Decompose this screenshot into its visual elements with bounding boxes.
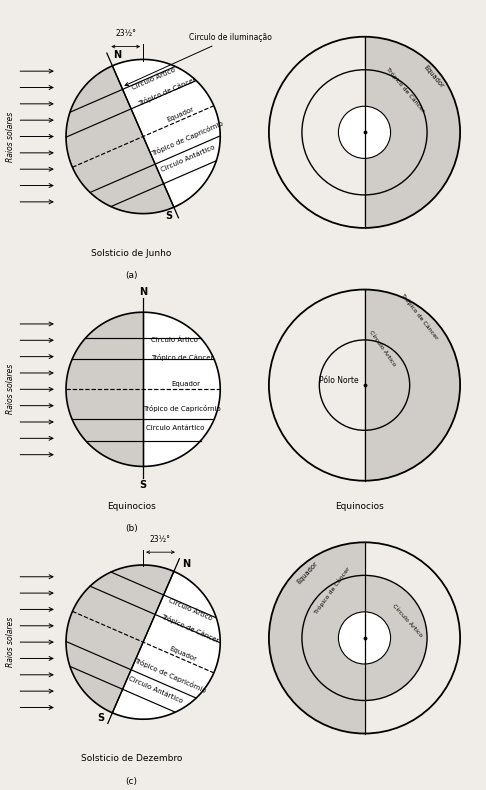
Text: Trópico de Câncer: Trópico de Câncer	[385, 66, 425, 113]
Text: Equador: Equador	[422, 64, 445, 89]
Polygon shape	[66, 312, 220, 466]
Polygon shape	[364, 575, 427, 701]
Text: Raios solares: Raios solares	[6, 111, 15, 162]
Text: Trópico de Capricórnio: Trópico de Capricórnio	[151, 120, 225, 157]
Text: S: S	[165, 211, 173, 221]
Text: (a): (a)	[125, 271, 138, 280]
Text: (c): (c)	[125, 777, 137, 785]
Text: N: N	[139, 287, 147, 297]
Text: Raios solares: Raios solares	[6, 617, 15, 668]
Polygon shape	[66, 66, 174, 213]
Text: Circulo Ártico: Circulo Ártico	[131, 66, 176, 91]
Text: S: S	[139, 480, 147, 490]
Text: Equinocios: Equinocios	[107, 502, 156, 510]
Polygon shape	[66, 312, 143, 466]
Text: Raios solares: Raios solares	[6, 364, 15, 415]
Text: Circulo Ártico: Circulo Ártico	[168, 596, 214, 622]
Text: Equador: Equador	[169, 645, 198, 662]
Text: 23½°: 23½°	[115, 29, 136, 38]
Text: Circulo Antártico: Circulo Antártico	[128, 675, 184, 704]
Circle shape	[338, 106, 391, 159]
Text: Equador: Equador	[171, 381, 200, 387]
Polygon shape	[66, 565, 220, 719]
Text: Trópico de Câncer: Trópico de Câncer	[400, 292, 439, 340]
Text: Trópico de Câncer: Trópico de Câncer	[138, 76, 197, 107]
Text: S: S	[98, 713, 104, 723]
Text: Equador: Equador	[166, 106, 195, 123]
Text: Circulo Antártico: Circulo Antártico	[160, 145, 216, 173]
Text: Circulo Antártico: Circulo Antártico	[145, 424, 204, 431]
Polygon shape	[364, 289, 460, 480]
Text: Trópico de Câncer: Trópico de Câncer	[151, 354, 213, 361]
Polygon shape	[364, 36, 460, 228]
Polygon shape	[66, 59, 220, 213]
Text: Círculo Ártico: Círculo Ártico	[368, 329, 397, 367]
Text: N: N	[182, 559, 191, 570]
Text: Circulo de iluminação: Circulo de iluminação	[125, 33, 272, 85]
Text: Equinocios: Equinocios	[335, 502, 384, 510]
Text: (b): (b)	[125, 524, 138, 532]
Text: Trópico de Capricórnio: Trópico de Capricórnio	[133, 656, 207, 694]
Text: 23½°: 23½°	[150, 535, 171, 544]
Text: Solsticio de Junho: Solsticio de Junho	[91, 249, 172, 258]
Text: Trópico de Capricórnio: Trópico de Capricórnio	[143, 405, 221, 412]
Text: Trópico de Câncer: Trópico de Câncer	[313, 566, 351, 615]
Text: Trópico de Câncer: Trópico de Câncer	[160, 613, 221, 644]
Text: Pólo Norte: Pólo Norte	[319, 376, 358, 386]
Text: Circulo Ártico: Circulo Ártico	[151, 337, 198, 343]
Text: Equador: Equador	[295, 561, 319, 585]
Circle shape	[338, 611, 391, 664]
Text: Círculo Ártico: Círculo Ártico	[392, 603, 423, 638]
Polygon shape	[66, 565, 174, 713]
Text: Solsticio de Dezembro: Solsticio de Dezembro	[81, 754, 182, 763]
Polygon shape	[269, 542, 364, 733]
Text: N: N	[113, 50, 121, 59]
